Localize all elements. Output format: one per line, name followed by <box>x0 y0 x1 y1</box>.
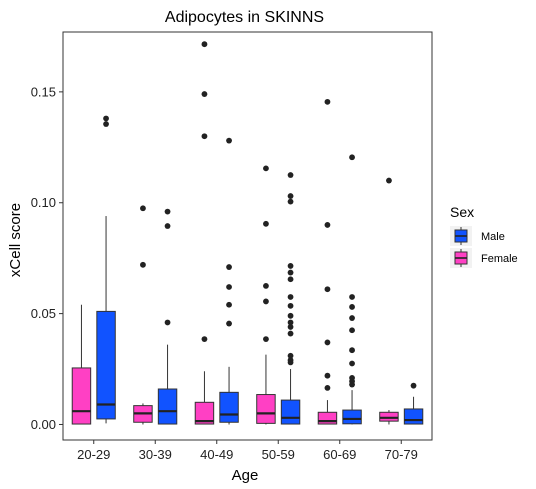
x-axis: 20-29 30-39 40-49 50-59 60-69 70-79 <box>77 440 418 462</box>
outlier-point <box>287 319 294 326</box>
outlier-point <box>324 98 331 105</box>
box-female-40-49 <box>194 41 215 425</box>
box-female-60-69 <box>317 98 338 425</box>
outlier-point <box>324 372 331 379</box>
box-body <box>379 411 399 422</box>
y-axis: 0.00 0.05 0.10 0.15 <box>31 84 63 432</box>
y-axis-title: xCell score <box>7 203 24 277</box>
outlier-point <box>287 198 294 205</box>
box-female-70-79 <box>379 177 399 425</box>
chart-title: Adipocytes in SKINNS <box>165 9 324 26</box>
outlier-point <box>164 223 171 229</box>
legend-title: Sex <box>450 204 474 220</box>
box-body <box>96 310 116 420</box>
box-male-30-39 <box>157 208 178 425</box>
legend-item-female: Female <box>450 248 518 268</box>
outlier-point <box>140 261 146 268</box>
box-body <box>256 394 276 424</box>
outlier-point <box>287 352 294 359</box>
x-tick-label: 50-59 <box>262 447 295 462</box>
box-female-20-29 <box>71 304 92 425</box>
outlier-point <box>287 324 294 330</box>
outlier-point <box>349 375 355 381</box>
outlier-point <box>201 91 208 97</box>
y-tick-label: 0.15 <box>31 84 56 99</box>
y-tick-label: 0.00 <box>31 417 56 432</box>
box-body <box>342 409 362 425</box>
outlier-point <box>349 294 355 300</box>
outlier-point <box>349 304 355 310</box>
x-tick-label: 40-49 <box>200 447 233 462</box>
outlier-point <box>386 177 392 184</box>
outlier-point <box>263 336 269 343</box>
outlier-point <box>263 298 269 305</box>
legend-items: Male Female <box>450 226 518 268</box>
outlier-point <box>226 284 232 290</box>
outlier-point <box>287 269 294 276</box>
outlier-point <box>103 121 109 127</box>
outlier-point <box>349 347 355 354</box>
x-axis-title: Age <box>232 467 259 484</box>
outlier-point <box>287 172 294 178</box>
x-tick-label: 70-79 <box>385 447 418 462</box>
outlier-point <box>324 384 331 391</box>
box-body <box>219 391 239 423</box>
outlier-point <box>349 315 355 321</box>
box-body <box>157 388 178 425</box>
x-tick-label: 30-39 <box>139 447 172 462</box>
box-male-70-79 <box>403 382 424 425</box>
box-female-50-59 <box>256 165 276 425</box>
outlier-point <box>287 330 294 337</box>
box-body <box>71 367 92 425</box>
plot-panel <box>62 31 433 441</box>
box-male-50-59 <box>280 172 301 425</box>
outlier-point <box>349 360 355 367</box>
legend: Sex Male Female <box>450 204 518 268</box>
outlier-point <box>287 276 294 283</box>
box-body <box>317 411 338 425</box>
outlier-point <box>164 208 171 215</box>
outlier-point <box>349 327 355 334</box>
outlier-point <box>226 137 232 144</box>
x-tick-label: 20-29 <box>77 447 110 462</box>
outlier-point <box>410 382 417 389</box>
box-body <box>194 401 215 425</box>
outlier-point <box>164 319 171 326</box>
legend-label: Male <box>481 231 505 243</box>
outlier-point <box>140 205 146 212</box>
box-male-40-49 <box>219 137 239 425</box>
outlier-point <box>263 220 269 227</box>
box-male-60-69 <box>342 154 362 425</box>
outlier-point <box>201 336 208 343</box>
x-tick-label: 60-69 <box>323 447 356 462</box>
outlier-point <box>349 154 355 161</box>
box-body <box>280 399 301 425</box>
legend-label: Female <box>481 253 518 265</box>
y-tick-label: 0.10 <box>31 195 56 210</box>
outlier-point <box>324 286 331 293</box>
box-male-20-29 <box>96 115 116 424</box>
outlier-point <box>324 222 331 228</box>
box-body <box>403 408 424 425</box>
outlier-point <box>324 339 331 346</box>
outlier-point <box>263 282 269 289</box>
outlier-point <box>226 301 232 308</box>
outlier-point <box>287 294 294 300</box>
box-series-group <box>71 41 424 425</box>
outlier-point <box>287 302 294 309</box>
outlier-point <box>201 41 208 48</box>
outlier-point <box>287 312 294 319</box>
box-female-30-39 <box>133 205 153 425</box>
outlier-point <box>287 263 294 269</box>
outlier-point <box>226 264 232 270</box>
outlier-point <box>287 357 294 364</box>
outlier-point <box>287 193 294 199</box>
outlier-point <box>103 115 109 122</box>
y-tick-label: 0.05 <box>31 306 56 321</box>
legend-item-male: Male <box>450 226 505 246</box>
outlier-point <box>226 320 232 327</box>
outlier-point <box>263 165 269 172</box>
outlier-point <box>201 133 208 140</box>
